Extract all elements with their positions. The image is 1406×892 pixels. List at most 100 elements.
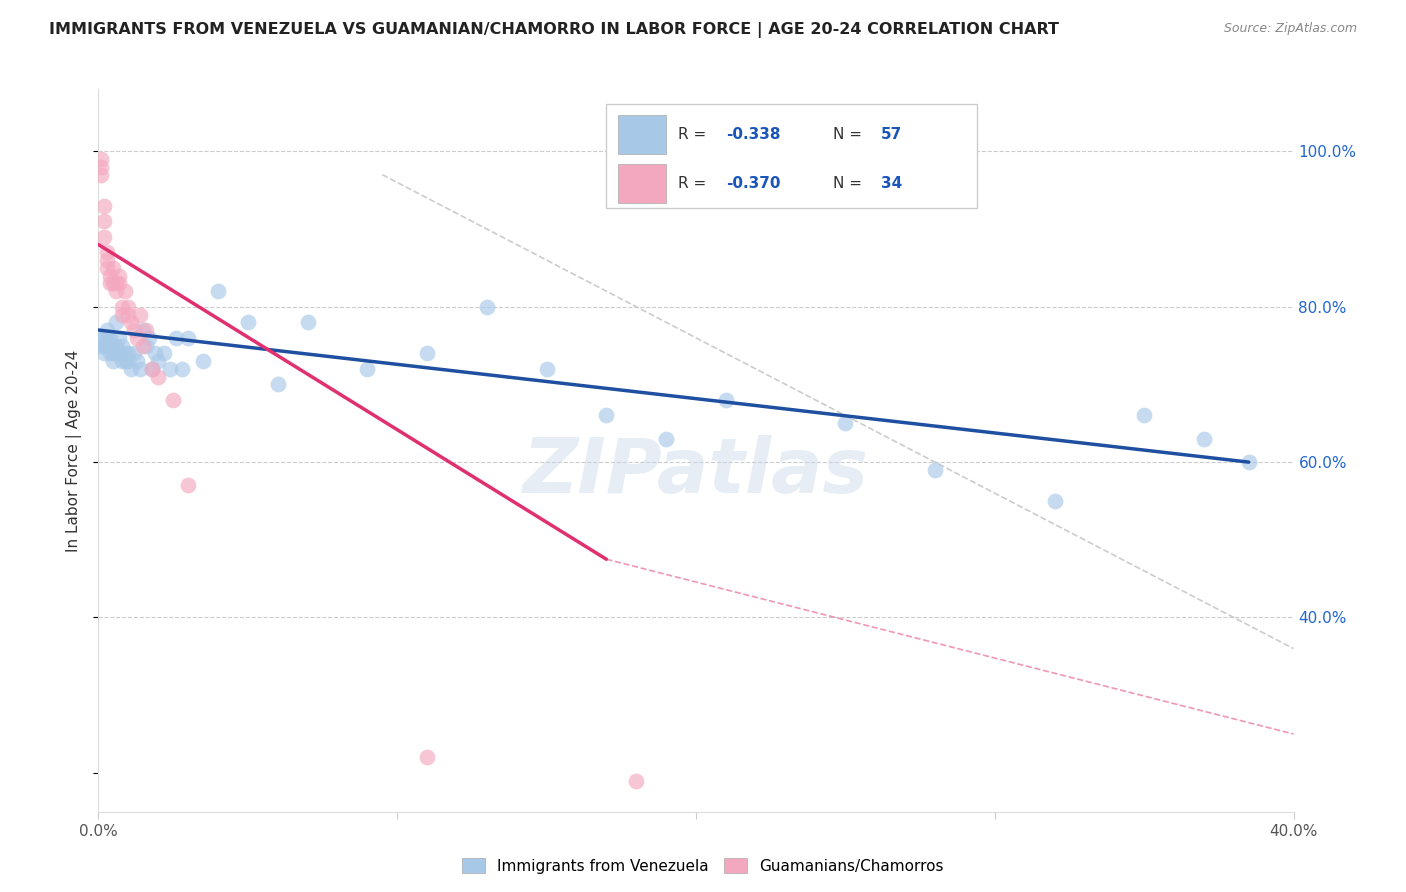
- Point: [108, 346, 131, 360]
- Text: N =: N =: [834, 127, 868, 142]
- Point: [90, 168, 112, 182]
- Y-axis label: In Labor Force | Age 20-24: In Labor Force | Age 20-24: [66, 350, 83, 551]
- Point: [267, 377, 290, 392]
- Point: [111, 338, 134, 352]
- Point: [117, 346, 139, 360]
- Point: [129, 362, 152, 376]
- Point: [138, 331, 160, 345]
- Point: [111, 300, 134, 314]
- Point: [655, 432, 678, 446]
- Text: ZIPatlas: ZIPatlas: [523, 435, 869, 509]
- Point: [105, 315, 128, 329]
- Point: [165, 331, 187, 345]
- Point: [103, 277, 125, 291]
- Point: [834, 417, 856, 431]
- Point: [141, 362, 163, 376]
- Point: [117, 300, 139, 314]
- Point: [93, 331, 115, 345]
- Point: [135, 338, 157, 352]
- Point: [108, 268, 131, 283]
- Point: [105, 277, 128, 291]
- Point: [96, 338, 118, 352]
- Point: [124, 323, 146, 337]
- Point: [103, 354, 125, 368]
- FancyBboxPatch shape: [619, 164, 666, 202]
- Point: [191, 354, 214, 368]
- Point: [356, 362, 378, 376]
- Text: R =: R =: [678, 176, 711, 191]
- Point: [1133, 409, 1156, 423]
- Point: [595, 409, 617, 423]
- Point: [98, 331, 122, 345]
- Point: [96, 260, 118, 275]
- Legend: Immigrants from Venezuela, Guamanians/Chamorros: Immigrants from Venezuela, Guamanians/Ch…: [456, 852, 950, 880]
- Point: [924, 463, 946, 477]
- Point: [148, 354, 170, 368]
- Point: [96, 245, 118, 260]
- Point: [90, 152, 112, 166]
- Point: [475, 300, 498, 314]
- Point: [153, 346, 176, 360]
- Point: [98, 346, 122, 360]
- Point: [626, 773, 648, 788]
- Point: [416, 346, 439, 360]
- Point: [108, 277, 131, 291]
- Text: R =: R =: [678, 127, 711, 142]
- FancyBboxPatch shape: [606, 103, 977, 209]
- Point: [96, 331, 118, 345]
- Point: [105, 284, 128, 298]
- Point: [93, 338, 115, 352]
- Point: [98, 277, 122, 291]
- Point: [1043, 494, 1066, 508]
- Point: [98, 268, 122, 283]
- Text: IMMIGRANTS FROM VENEZUELA VS GUAMANIAN/CHAMORRO IN LABOR FORCE | AGE 20-24 CORRE: IMMIGRANTS FROM VENEZUELA VS GUAMANIAN/C…: [49, 22, 1059, 38]
- Text: 57: 57: [882, 127, 903, 142]
- Point: [416, 750, 439, 764]
- Point: [103, 338, 125, 352]
- Point: [120, 362, 142, 376]
- Point: [714, 392, 737, 407]
- Point: [90, 338, 112, 352]
- Point: [103, 346, 125, 360]
- Point: [159, 362, 181, 376]
- Point: [1237, 455, 1260, 469]
- Point: [96, 253, 118, 268]
- Point: [120, 315, 142, 329]
- Point: [90, 331, 112, 345]
- Point: [111, 354, 134, 368]
- Point: [93, 214, 115, 228]
- Point: [111, 308, 134, 322]
- Point: [103, 260, 125, 275]
- Point: [93, 229, 115, 244]
- Point: [93, 199, 115, 213]
- Point: [117, 308, 139, 322]
- Text: Source: ZipAtlas.com: Source: ZipAtlas.com: [1223, 22, 1357, 36]
- FancyBboxPatch shape: [619, 115, 666, 154]
- Point: [105, 338, 128, 352]
- Text: -0.370: -0.370: [725, 176, 780, 191]
- Point: [172, 362, 194, 376]
- Point: [129, 308, 152, 322]
- Point: [177, 478, 200, 492]
- Point: [117, 354, 139, 368]
- Point: [96, 323, 118, 337]
- Point: [114, 284, 136, 298]
- Point: [108, 331, 131, 345]
- Point: [207, 284, 229, 298]
- Point: [93, 346, 115, 360]
- Point: [135, 323, 157, 337]
- Point: [114, 354, 136, 368]
- Point: [90, 160, 112, 174]
- Point: [132, 323, 155, 337]
- Point: [127, 354, 149, 368]
- Point: [124, 346, 146, 360]
- Point: [297, 315, 319, 329]
- Point: [98, 338, 122, 352]
- Text: 34: 34: [882, 176, 903, 191]
- Point: [162, 392, 184, 407]
- Point: [143, 346, 166, 360]
- Point: [236, 315, 259, 329]
- Point: [132, 338, 155, 352]
- Point: [536, 362, 558, 376]
- Point: [1192, 432, 1215, 446]
